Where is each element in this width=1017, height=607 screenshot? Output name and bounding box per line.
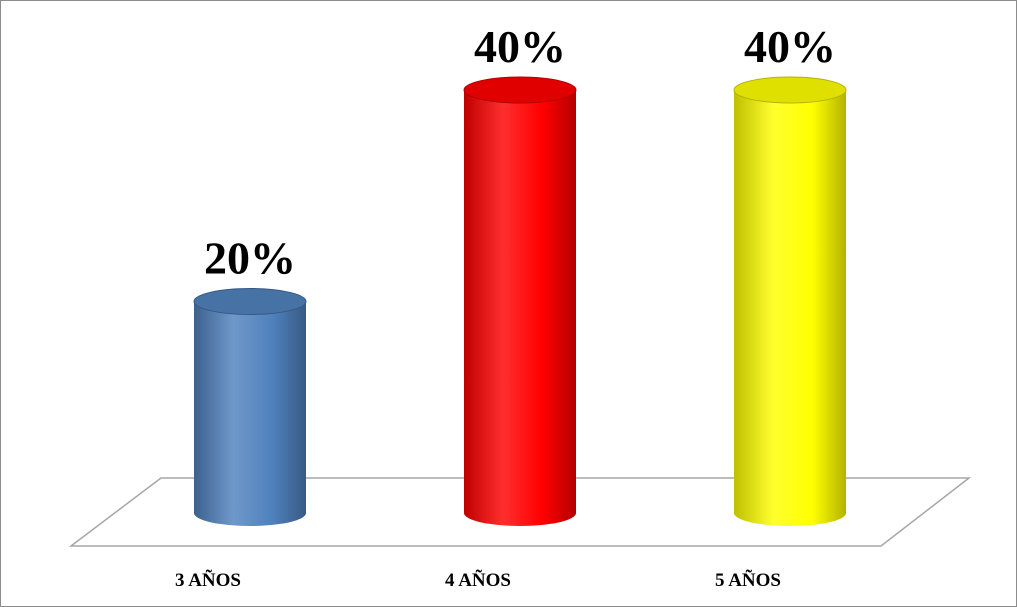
bar-body: [194, 301, 306, 526]
data-label: 20%: [204, 233, 296, 284]
labels-layer: 20% 3 AÑOS 40% 4 AÑOS 40% 5 AÑOS: [175, 21, 836, 591]
bar-body: [734, 90, 846, 526]
category-label: 4 AÑOS: [445, 569, 511, 591]
data-label: 40%: [744, 21, 836, 72]
bar-1: [193, 288, 307, 526]
bar-3: [733, 76, 847, 526]
bar-top: [733, 76, 847, 104]
bar-top: [193, 288, 307, 315]
bars-layer: [193, 76, 847, 526]
category-label: 5 AÑOS: [715, 569, 781, 591]
bar-body: [464, 90, 576, 526]
category-label: 3 AÑOS: [175, 569, 241, 591]
bar-2: [463, 76, 577, 526]
data-label: 40%: [474, 21, 566, 72]
bar-top: [463, 76, 577, 104]
